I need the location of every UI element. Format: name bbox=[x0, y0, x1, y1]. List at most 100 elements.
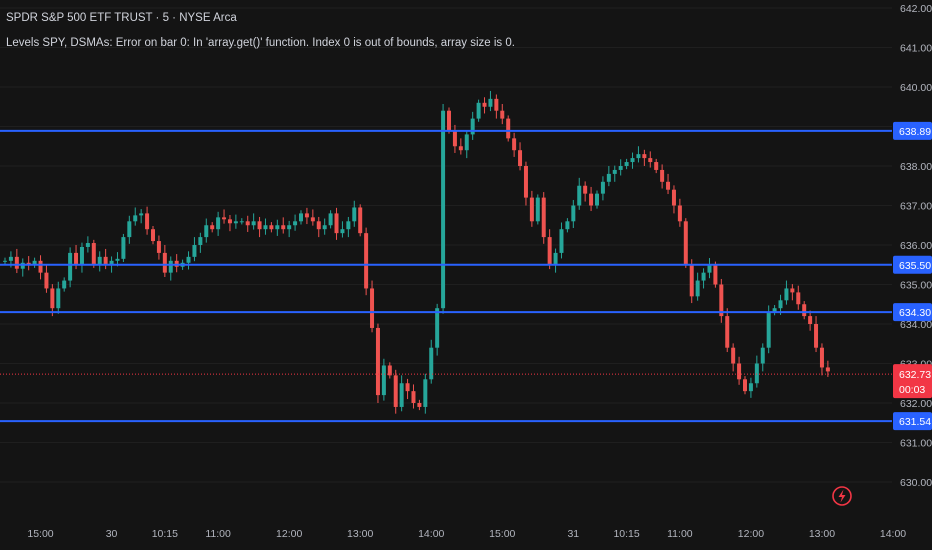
candle-body bbox=[139, 213, 144, 216]
candle-body bbox=[156, 241, 161, 253]
price-tick-label: 640.00 bbox=[900, 82, 932, 94]
candle-body bbox=[222, 217, 227, 220]
price-tick-label: 631.00 bbox=[900, 438, 932, 450]
candle-body bbox=[115, 258, 120, 261]
candle-body bbox=[565, 221, 570, 230]
lightning-icon[interactable] bbox=[832, 486, 852, 506]
candle-body bbox=[322, 225, 327, 230]
candle-body bbox=[535, 197, 540, 222]
price-tick-label: 635.00 bbox=[900, 280, 932, 292]
candle-body bbox=[559, 229, 564, 253]
candle-body bbox=[606, 173, 611, 182]
level-price-label: 634.30 bbox=[899, 307, 931, 319]
candle-body bbox=[624, 162, 629, 166]
candle-body bbox=[346, 221, 351, 230]
level-price-label: 638.89 bbox=[899, 126, 931, 138]
candle-body bbox=[737, 363, 742, 380]
candle-body bbox=[328, 213, 333, 226]
time-axis[interactable]: 15:00 30 10:15 11:00 12:00 13:00 14:00 15:00 31 1… bbox=[27, 528, 932, 540]
candle-body bbox=[275, 225, 280, 230]
candle-body bbox=[583, 185, 588, 194]
level-price-label: 635.50 bbox=[899, 260, 931, 272]
level-price-tag bbox=[893, 412, 932, 431]
candle-body bbox=[577, 185, 582, 206]
candle-body bbox=[417, 403, 422, 407]
candle-body bbox=[216, 217, 221, 230]
price-tick-label: 638.00 bbox=[900, 161, 932, 173]
candle-body bbox=[547, 237, 552, 265]
candle-body bbox=[630, 158, 635, 163]
candle-body bbox=[370, 288, 375, 328]
price-axis[interactable]: 642.00641.00640.00639.00638.00637.00636.… bbox=[900, 3, 932, 489]
candle-body bbox=[512, 138, 517, 151]
price-tick-label: 632.00 bbox=[900, 398, 932, 410]
candle-body bbox=[186, 256, 191, 263]
time-tick-label: 14:00 bbox=[418, 528, 444, 540]
candle-body bbox=[452, 130, 457, 147]
candle-body bbox=[316, 221, 321, 230]
candle-body bbox=[814, 324, 819, 348]
candle-body bbox=[802, 304, 807, 317]
candle-body bbox=[494, 98, 499, 111]
candle-body bbox=[476, 102, 481, 119]
candle-body bbox=[707, 264, 712, 273]
candle-body bbox=[435, 308, 440, 348]
candle-body bbox=[352, 207, 357, 222]
candle-body bbox=[595, 193, 599, 206]
candle-body bbox=[97, 256, 102, 265]
price-tick-label: 630.00 bbox=[900, 477, 932, 489]
candle-body bbox=[429, 347, 434, 380]
candle-body bbox=[713, 264, 718, 285]
candle-body bbox=[618, 166, 623, 170]
level-price-label: 631.54 bbox=[899, 416, 931, 428]
candle-body bbox=[310, 217, 315, 222]
candle-body bbox=[571, 205, 576, 222]
candle-body bbox=[778, 300, 783, 309]
candle-body bbox=[198, 237, 203, 245]
candle-body bbox=[227, 219, 232, 224]
candle-body bbox=[340, 229, 345, 234]
candle-body bbox=[772, 308, 777, 313]
candle-body bbox=[44, 272, 49, 289]
candle-body bbox=[393, 375, 398, 407]
candle-body bbox=[725, 316, 730, 348]
symbol-title: SPDR S&P 500 ETF TRUST · 5 · NYSE Arca bbox=[6, 12, 237, 24]
level-price-tag bbox=[893, 121, 932, 140]
candle-body bbox=[74, 252, 79, 265]
candle-body bbox=[660, 169, 665, 182]
candle-body bbox=[62, 280, 67, 289]
candle-body bbox=[541, 197, 546, 238]
candle-body bbox=[666, 181, 671, 190]
candle-body bbox=[32, 260, 37, 265]
candle-body bbox=[375, 327, 380, 396]
candle-body bbox=[529, 197, 534, 222]
candle-body bbox=[677, 205, 682, 222]
candle-body bbox=[50, 288, 55, 309]
last-price-label: 632.73 bbox=[899, 369, 931, 381]
candle-body bbox=[796, 292, 801, 305]
candle-body bbox=[127, 221, 132, 238]
candle-body bbox=[103, 256, 108, 265]
candle-body bbox=[447, 110, 451, 131]
candle-body bbox=[701, 272, 706, 281]
candle-body bbox=[399, 383, 404, 407]
candle-body bbox=[482, 102, 487, 107]
candle-body bbox=[748, 383, 753, 392]
candle-body bbox=[387, 365, 392, 376]
time-tick-label: 13:00 bbox=[809, 528, 835, 540]
time-tick-label: 11:00 bbox=[205, 528, 231, 540]
indicator-status: Levels SPY, DSMAs: Error on bar 0: In 'a… bbox=[6, 37, 515, 49]
candle-body bbox=[168, 260, 173, 273]
candle-body bbox=[245, 221, 250, 226]
time-tick-label: 14:00 bbox=[880, 528, 906, 540]
level-price-tag bbox=[893, 303, 932, 322]
candle-body bbox=[441, 110, 446, 309]
candle-body bbox=[654, 162, 659, 170]
candle-body bbox=[683, 221, 688, 265]
candle-body bbox=[405, 383, 410, 392]
candle-body bbox=[251, 221, 256, 226]
candle-body bbox=[819, 347, 824, 368]
candle-body bbox=[68, 252, 73, 281]
candle-body bbox=[281, 225, 286, 230]
